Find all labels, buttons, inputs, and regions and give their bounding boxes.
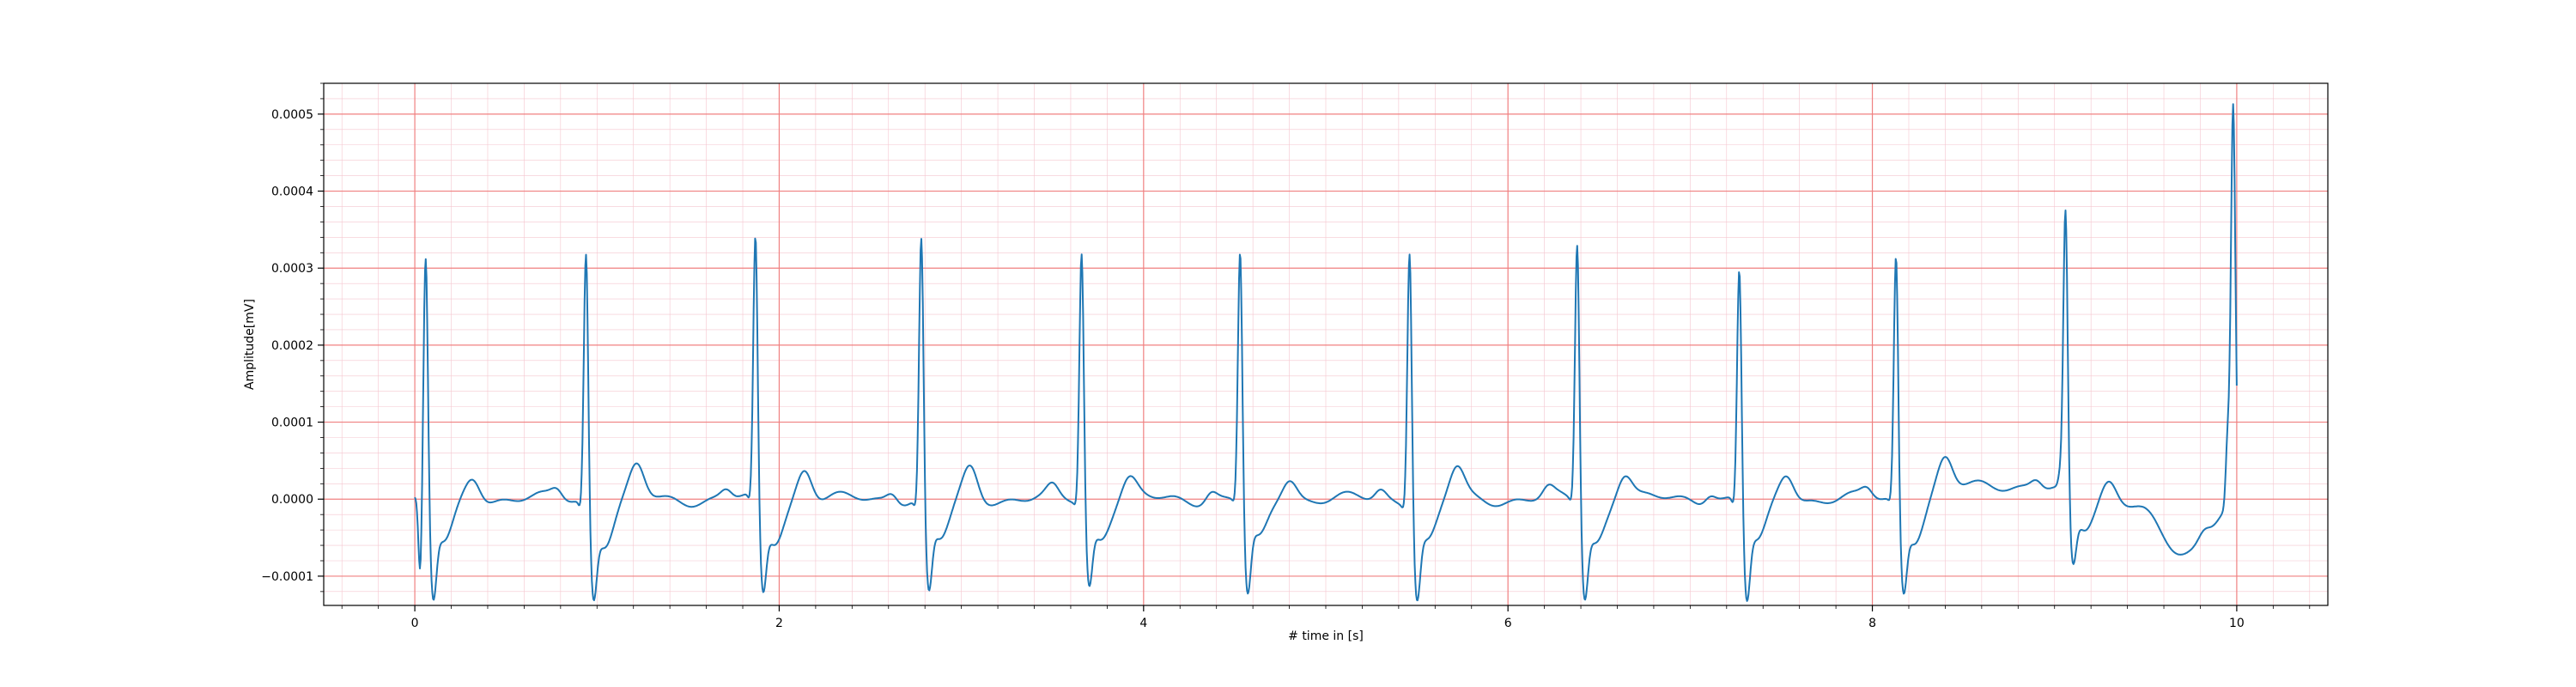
x-tick-label: 10 (2229, 617, 2245, 630)
y-tick-label: 0.0005 (271, 108, 313, 122)
y-tick-label: 0.0001 (271, 416, 313, 430)
ecg-series-line (414, 103, 2238, 602)
y-tick-label: −0.0001 (261, 570, 313, 584)
axis-ticks: 0 2 4 6 8 10 −0.0001 0.0000 0.0001 0.0002 0.0003 0.… (261, 82, 2311, 630)
x-tick-label: 2 (775, 617, 783, 630)
x-axis-label: # time in [s] (1288, 629, 1364, 643)
y-tick-label: 0.0004 (271, 185, 313, 199)
major-grid (324, 83, 2328, 605)
x-tick-label: 4 (1139, 617, 1147, 630)
y-axis-label: Amplitude[mV] (243, 299, 257, 390)
x-tick-label: 6 (1504, 617, 1512, 630)
x-tick-label: 0 (411, 617, 419, 630)
y-tick-label: 0.0002 (271, 339, 313, 353)
y-tick-label: 0.0000 (271, 493, 313, 507)
y-tick-label: 0.0003 (271, 262, 313, 276)
x-tick-label: 8 (1868, 617, 1876, 630)
